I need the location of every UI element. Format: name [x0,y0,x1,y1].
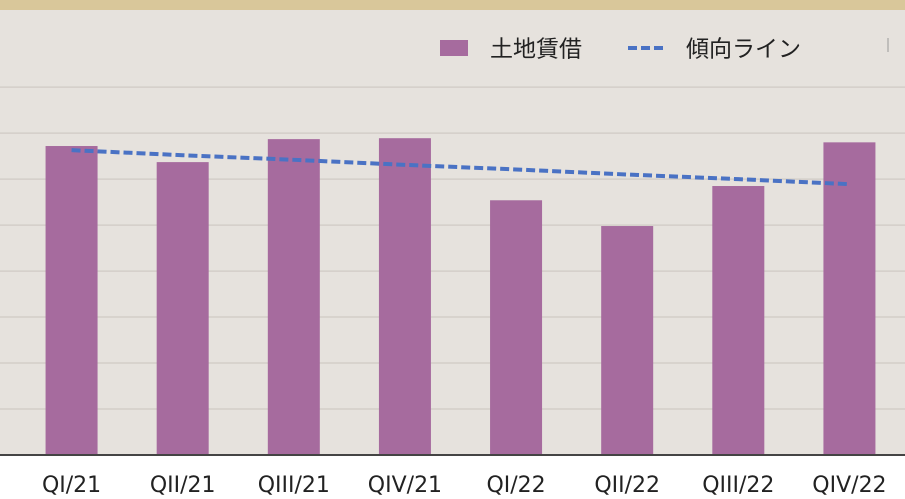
bar [378,138,431,455]
legend-swatch [440,40,468,56]
x-tick-label: QIII/21 [258,473,330,498]
x-tick-label: QIV/21 [368,473,442,498]
x-tick-label: QIV/22 [812,473,886,498]
x-tick-label: QI/22 [486,473,545,498]
x-tick-label: QIII/22 [702,473,774,498]
bar [156,162,209,456]
bar [823,142,876,455]
bar [267,139,320,455]
bar [490,200,543,455]
legend-label: 傾向ライン [686,37,801,63]
x-tick-label: QII/21 [150,473,216,498]
bar [712,186,765,455]
x-tick-label: QII/22 [594,473,660,498]
legend-label: 土地賃借 [490,37,582,63]
top-band [0,0,905,10]
plot-background [0,0,905,455]
bar [45,146,98,455]
axis-background [0,455,905,499]
bar [601,226,654,455]
x-tick-label: QI/21 [42,473,101,498]
